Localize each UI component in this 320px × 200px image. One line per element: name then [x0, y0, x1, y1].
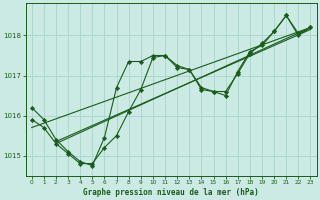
- X-axis label: Graphe pression niveau de la mer (hPa): Graphe pression niveau de la mer (hPa): [83, 188, 259, 197]
